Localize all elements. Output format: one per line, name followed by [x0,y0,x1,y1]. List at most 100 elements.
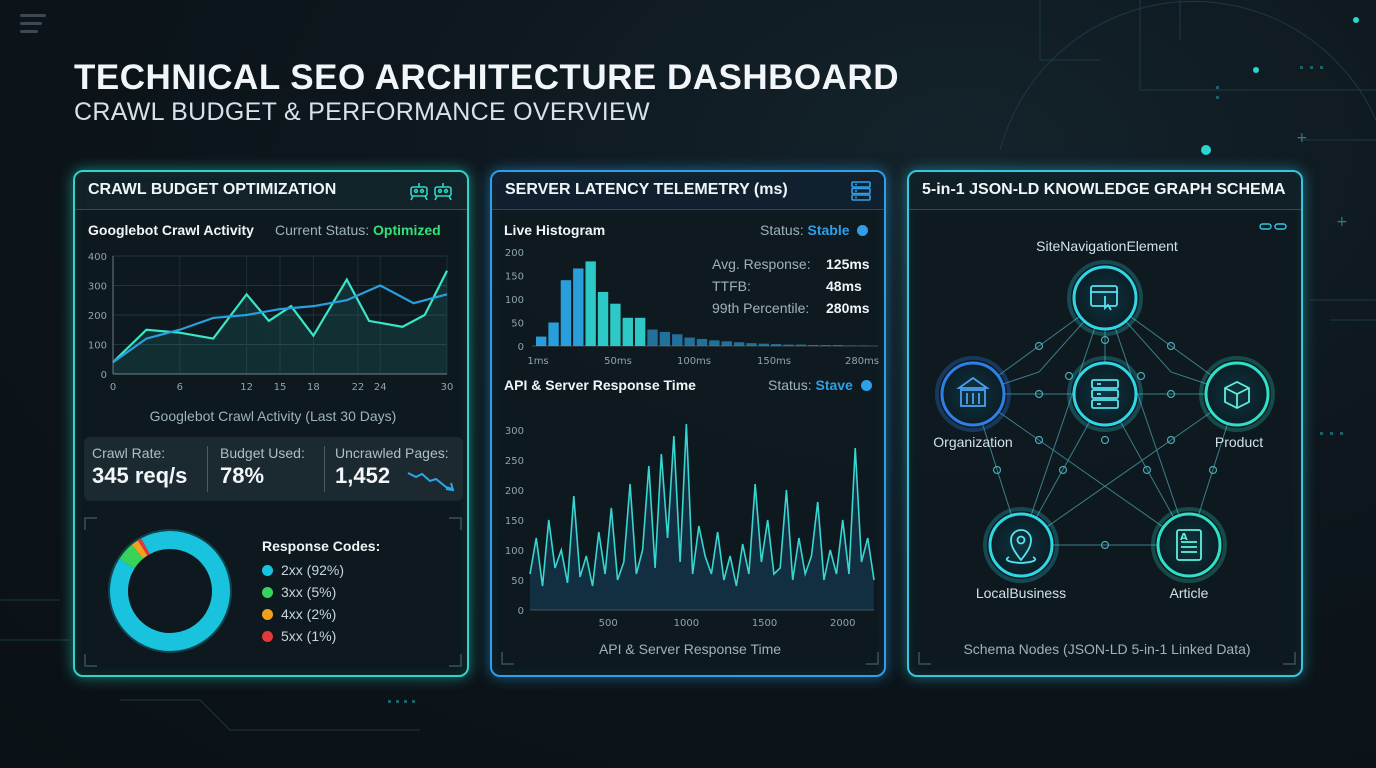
latency-histogram: 0 50 100 150 200 1ms 50ms 100ms 150ms 280ms [505,248,879,367]
stat-crawl-rate-value: 345 req/s [92,463,188,488]
bot-pair-icon[interactable] [409,181,455,201]
histogram-bar [610,303,621,346]
y-tick-label: 100 [88,341,107,352]
crawl-panel-header: CRAWL BUDGET OPTIMIZATION [75,172,467,210]
x-tick-label: 280ms [845,356,879,367]
x-tick-label: 100ms [677,356,711,367]
metric-value: 280ms [826,300,870,316]
menu-icon[interactable] [20,14,46,36]
y-tick-label: 100 [505,295,524,306]
node-database-core[interactable] [1067,356,1143,432]
x-tick-label: 24 [374,382,387,393]
node-article[interactable]: A [1151,507,1227,583]
legend-item-3xx: 3xx (5%) [262,581,344,603]
series-area [530,424,874,610]
metric-value: 48ms [826,278,862,294]
crawl-panel-title: CRAWL BUDGET OPTIMIZATION [88,181,337,198]
series-area [113,270,447,374]
histogram-bar [585,261,596,346]
x-tick-label: 22 [352,382,365,393]
y-tick-label: 300 [505,426,524,437]
metric-label: TTFB: [712,278,751,294]
crawl-chart-caption: Googlebot Crawl Activity (Last 30 Days) [149,408,397,424]
stat-budget-used-value: 78% [220,463,265,488]
y-tick-label: 200 [505,248,524,259]
latency-panel-title: SERVER LATENCY TELEMETRY (ms) [505,181,788,198]
stat-crawl-rate-label: Crawl Rate: [92,445,166,461]
histogram-bar [758,343,770,346]
histogram-bar [548,322,559,346]
histogram-bar [771,344,782,346]
node-product[interactable] [1199,356,1275,432]
histogram-bar [783,344,794,346]
building-icon [956,376,990,407]
schema-frame-decoration [918,652,1296,665]
response-codes-legend: 2xx (92%) 3xx (5%) 4xx (2%) 5xx (1%) [262,559,344,647]
node-local-business[interactable] [983,507,1059,583]
legend-label: 4xx (2%) [281,606,337,622]
stat-divider [324,446,325,492]
link-icon[interactable] [1259,222,1289,232]
histogram-bar [832,345,844,346]
stat-uncrawled-label: Uncrawled Pages: [335,445,449,461]
x-tick-label: 2000 [830,618,855,629]
y-tick-label: 400 [88,252,107,263]
legend-swatch [262,630,273,642]
x-tick-label: 1000 [674,618,699,629]
legend-label: 5xx (1%) [281,628,337,644]
donut-slice-2xx [110,531,230,651]
histogram-bar [659,331,671,346]
stat-budget-used-label: Budget Used: [220,445,305,461]
x-tick-label: 150ms [757,356,791,367]
crawl-section-label: Googlebot Crawl Activity [88,222,254,238]
server-stack-icon[interactable] [850,181,872,201]
schema-caption: Schema Nodes (JSON-LD 5-in-1 Linked Data… [963,641,1251,657]
histogram-bar [795,344,807,346]
series-line [112,270,448,363]
stat-uncrawled-value: 1,452 [335,463,391,488]
metric-value: 125ms [826,256,870,272]
legend-swatch [262,586,273,598]
histogram-bar [672,334,683,346]
legend-item-2xx: 2xx (92%) [262,559,344,581]
crawl-status-label: Current Status: [275,222,370,238]
histogram-bar [573,268,584,346]
node-label-article: Article [1169,585,1209,601]
crawl-stats-box: Crawl Rate: 345 req/s Budget Used: 78% U… [84,437,463,501]
histogram-bar [634,317,646,346]
histogram-status-label: Status: [760,222,804,238]
y-tick-label: 0 [518,606,524,617]
status-indicator-icon [857,225,869,236]
page-title: TECHNICAL SEO ARCHITECTURE DASHBOARD [74,58,899,97]
donut-glow [108,529,232,653]
node-organization[interactable] [935,356,1011,432]
donut-slice-3xx [119,544,144,569]
crawl-budget-panel: CRAWL BUDGET OPTIMIZATION Googlebot Craw… [73,170,469,677]
x-tick-label: 30 [441,382,454,393]
browser-cursor-icon [1090,285,1118,311]
stat-crawl-rate: Crawl Rate: 345 req/s [92,445,187,489]
y-tick-label: 200 [505,486,524,497]
y-tick-label: 50 [511,576,524,587]
histogram-bar [746,343,757,346]
donut-frame-decoration [84,517,462,667]
database-icon [1091,379,1119,409]
legend-item-5xx: 5xx (1%) [262,625,344,647]
trend-down-icon [407,472,455,492]
legend-title: Response Codes: [262,538,381,554]
stat-budget-used: Budget Used: 78% [220,445,305,489]
graph-junctions [992,335,1218,550]
document-icon [1176,529,1202,561]
node-site-navigation[interactable] [1067,260,1143,336]
histogram-bar [721,341,732,346]
histogram-bar [684,337,695,346]
histogram-status-value: Stable [807,222,850,238]
page-subtitle: CRAWL BUDGET & PERFORMANCE OVERVIEW [74,98,650,126]
crawl-status-value: Optimized [373,222,441,238]
metric-ttfb: TTFB: 48ms [712,278,872,300]
x-tick-label: 18 [307,382,320,393]
legend-item-4xx: 4xx (2%) [262,603,344,625]
histogram-status: Status: Stable [760,222,876,238]
y-tick-label: 150 [505,516,524,527]
donut-slice-4xx [131,540,148,559]
